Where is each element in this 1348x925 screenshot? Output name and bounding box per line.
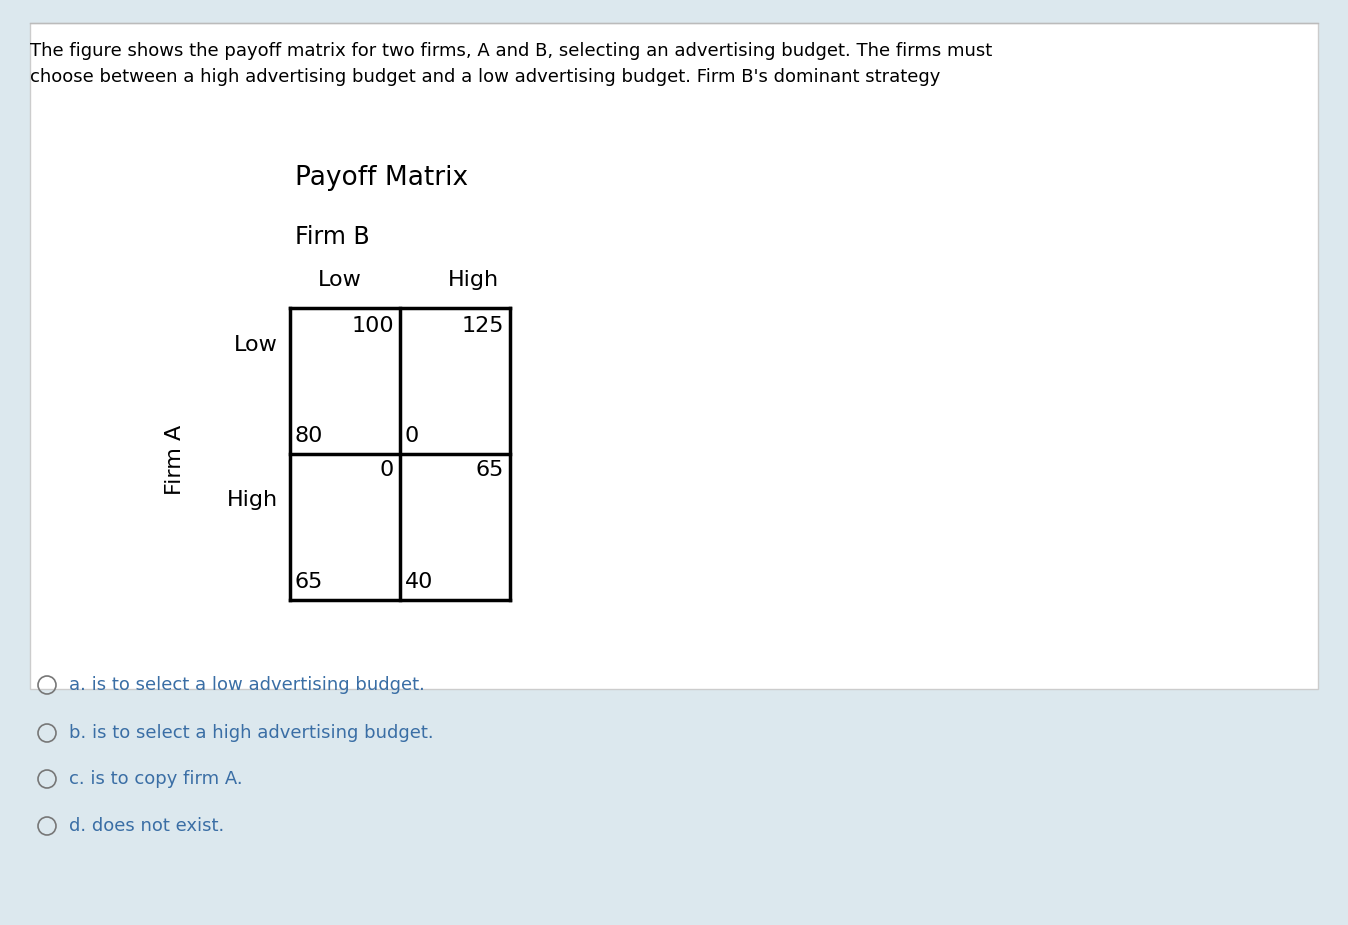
- Text: Firm A: Firm A: [164, 425, 185, 495]
- Text: Firm B: Firm B: [295, 225, 369, 249]
- Text: Low: Low: [235, 335, 278, 355]
- Text: 40: 40: [404, 572, 433, 592]
- Text: b. is to select a high advertising budget.: b. is to select a high advertising budge…: [69, 724, 434, 742]
- Text: High: High: [448, 270, 499, 290]
- Text: 0: 0: [404, 426, 419, 446]
- Text: 125: 125: [461, 316, 504, 336]
- Text: c. is to copy firm A.: c. is to copy firm A.: [69, 770, 243, 788]
- Text: 100: 100: [352, 316, 394, 336]
- Text: a. is to select a low advertising budget.: a. is to select a low advertising budget…: [69, 676, 425, 694]
- Text: d. does not exist.: d. does not exist.: [69, 817, 224, 835]
- Text: Payoff Matrix: Payoff Matrix: [295, 165, 468, 191]
- Text: The figure shows the payoff matrix for two firms, A and B, selecting an advertis: The figure shows the payoff matrix for t…: [30, 42, 992, 86]
- Text: 65: 65: [295, 572, 324, 592]
- Text: High: High: [226, 490, 278, 510]
- Text: 0: 0: [380, 460, 394, 480]
- Text: 65: 65: [476, 460, 504, 480]
- Text: 80: 80: [295, 426, 324, 446]
- Text: Low: Low: [318, 270, 361, 290]
